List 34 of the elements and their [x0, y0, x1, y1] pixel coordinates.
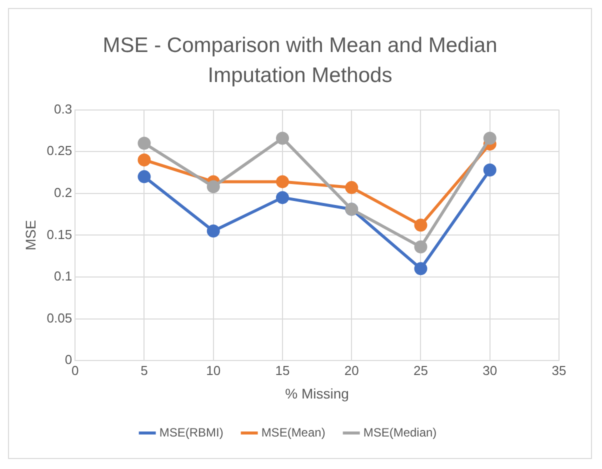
point [138, 170, 151, 184]
y-tick-label: 0.25 [46, 143, 72, 158]
point [276, 175, 289, 188]
x-tick-label: 25 [414, 362, 428, 378]
y-axis-title: MSE [22, 220, 38, 250]
x-axis-title: % Missing [285, 385, 349, 402]
y-tick-label: 0.2 [54, 184, 72, 200]
point [414, 240, 428, 254]
x-tick-label: 10 [206, 362, 221, 378]
y-tick-label: 0 [64, 352, 72, 368]
point [345, 181, 358, 194]
point [206, 180, 220, 194]
y-tick-label: 0.1 [54, 268, 72, 284]
chart-title: MSE - Comparison with Mean and Median Imputation Methods [102, 33, 498, 89]
point [414, 218, 428, 232]
x-tick-label: 30 [482, 362, 498, 378]
x-tick-label: 35 [552, 362, 566, 378]
point [276, 132, 289, 145]
point [483, 132, 496, 145]
point [414, 262, 428, 276]
legend-label: MSE(Mean) [261, 425, 326, 440]
legend-label: MSE(Median) [363, 425, 437, 440]
legend-label: MSE(RBMI) [159, 425, 224, 440]
y-tick-label: 0.05 [46, 310, 72, 326]
point [138, 136, 151, 150]
x-tick-label: 15 [275, 362, 290, 378]
y-tick-label: 0.3 [54, 101, 72, 116]
y-tick-label: 0.15 [46, 226, 72, 242]
point [206, 224, 220, 238]
x-tick-label: 20 [344, 362, 359, 378]
point [138, 153, 151, 166]
point [483, 163, 496, 176]
point [276, 191, 289, 204]
x-tick-label: 5 [140, 362, 148, 378]
